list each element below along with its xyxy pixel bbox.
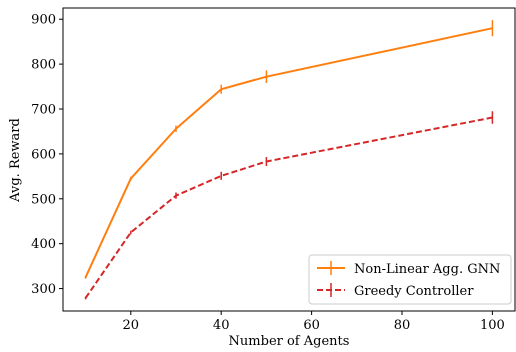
y-tick-label: 600 — [31, 147, 56, 162]
data-point-gnn — [175, 127, 177, 130]
plot-frame — [62, 7, 516, 312]
x-tick-label: 80 — [394, 318, 411, 333]
data-point-greedy — [175, 194, 177, 197]
series-line-greedy — [84, 116, 493, 299]
data-point-gnn — [220, 88, 222, 91]
plot-axes — [62, 7, 516, 312]
x-tick-label: 60 — [303, 318, 320, 333]
data-point-gnn — [491, 27, 494, 30]
data-point-greedy — [130, 231, 132, 234]
y-axis-label: Avg. Reward — [8, 118, 23, 203]
data-point-gnn — [130, 177, 132, 180]
x-tick-label: 40 — [213, 318, 230, 333]
legend-box — [308, 254, 512, 305]
data-point-gnn — [84, 276, 87, 279]
y-tick-label: 700 — [31, 103, 56, 118]
x-tick-label: 20 — [123, 318, 140, 333]
series-gnn — [84, 20, 494, 279]
y-tick-label: 800 — [31, 58, 56, 73]
legend-label-greedy: Greedy Controller — [354, 284, 474, 299]
series-layer — [84, 20, 494, 300]
y-tick-label: 300 — [31, 282, 56, 297]
chart-legend: Non-Linear Agg. GNN Greedy Controller — [308, 254, 512, 305]
x-axis-label: Number of Agents — [229, 334, 350, 349]
x-axis-ticks: 20 40 60 80 100 — [123, 311, 505, 333]
y-tick-label: 900 — [31, 13, 56, 28]
data-point-greedy — [491, 116, 494, 119]
y-axis-ticks: 300 400 500 600 700 800 900 — [31, 13, 63, 297]
y-tick-label: 400 — [31, 237, 56, 252]
data-point-greedy — [220, 175, 222, 177]
data-point-greedy — [84, 297, 87, 299]
x-tick-label: 100 — [480, 318, 505, 333]
data-point-greedy — [265, 160, 268, 163]
y-tick-label: 500 — [31, 192, 56, 207]
series-line-gnn — [84, 27, 493, 278]
legend-label-gnn: Non-Linear Agg. GNN — [354, 262, 500, 277]
data-point-gnn — [265, 75, 268, 78]
series-greedy — [84, 111, 494, 300]
